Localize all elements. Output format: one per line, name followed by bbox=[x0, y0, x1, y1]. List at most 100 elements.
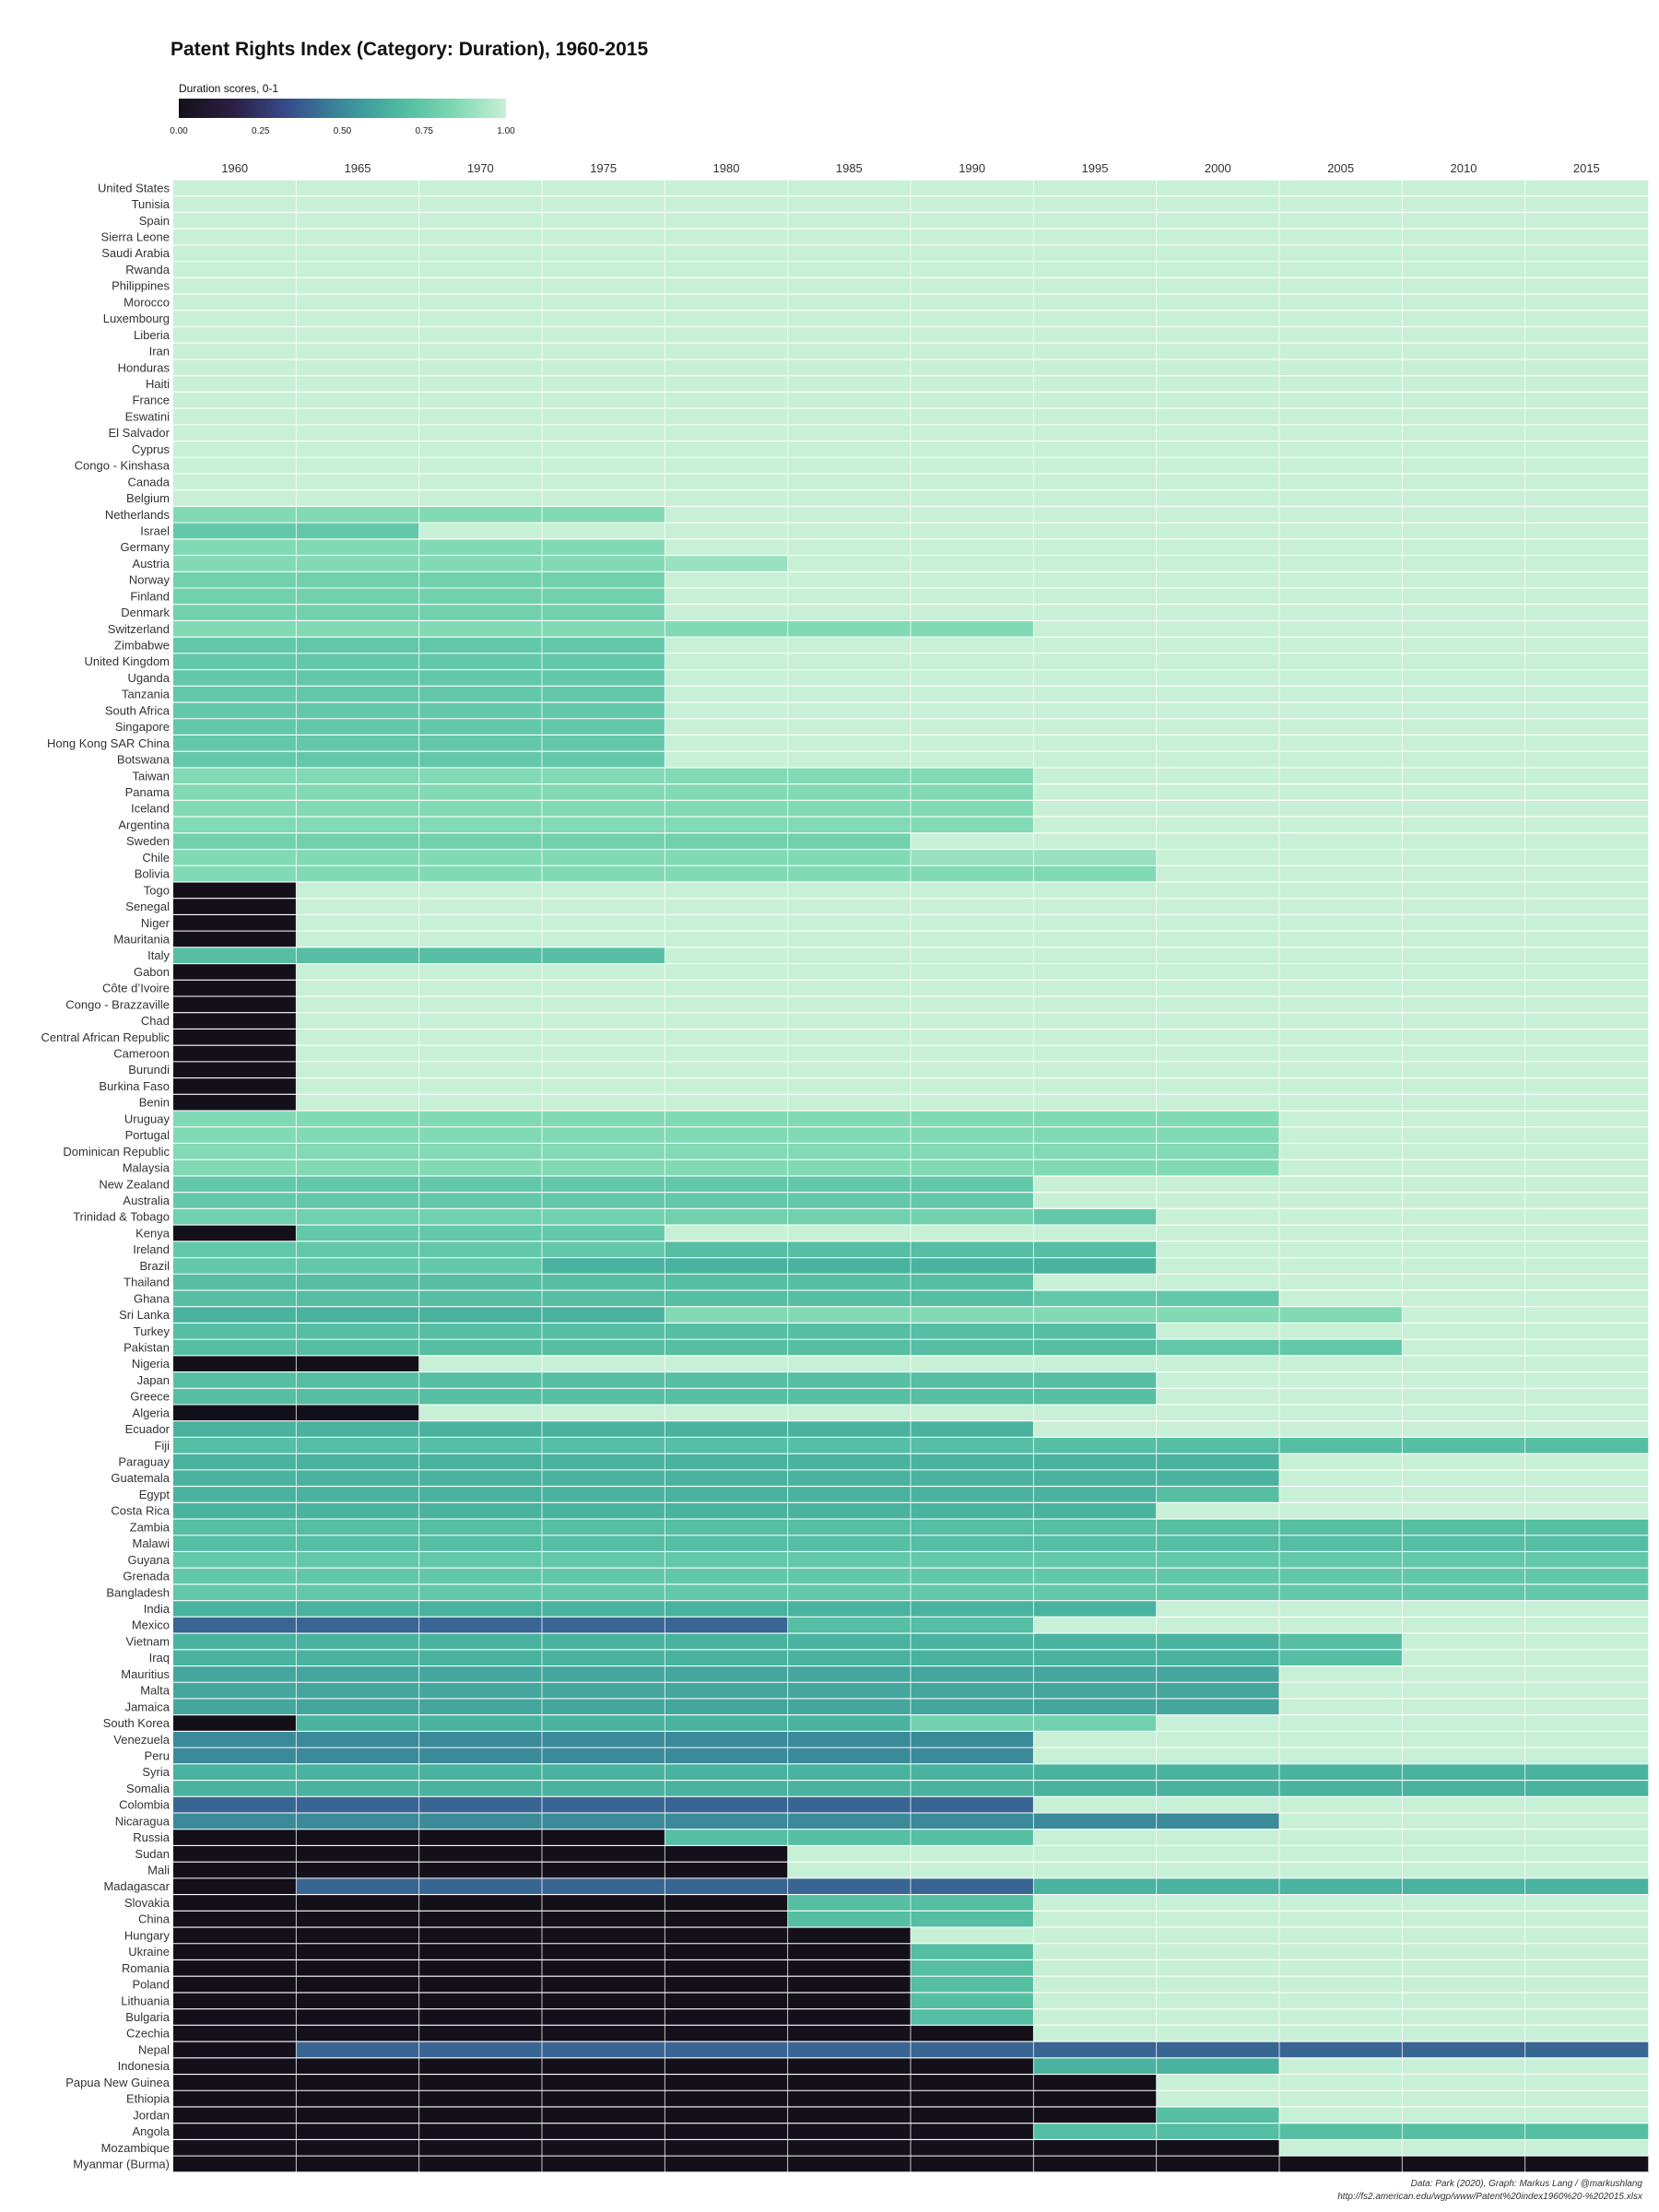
heatmap-cell bbox=[1156, 408, 1280, 426]
heatmap-cell bbox=[542, 1813, 665, 1830]
heatmap-cell bbox=[1524, 1420, 1649, 1438]
heatmap-cell bbox=[1402, 735, 1525, 752]
heatmap-cell bbox=[1524, 1649, 1649, 1666]
heatmap-cell bbox=[1156, 1437, 1280, 1454]
heatmap-cell bbox=[173, 441, 297, 458]
heatmap-cell bbox=[296, 1077, 419, 1095]
heatmap-cell bbox=[296, 881, 419, 899]
heatmap-cell bbox=[911, 2041, 1034, 2059]
heatmap-cell bbox=[787, 1780, 912, 1797]
y-tick-label: Senegal bbox=[125, 900, 170, 913]
heatmap-cell bbox=[1279, 1486, 1403, 1503]
heatmap-cell bbox=[1402, 457, 1525, 475]
heatmap-cell bbox=[787, 1649, 912, 1666]
heatmap-cell bbox=[1279, 1714, 1403, 1732]
heatmap-cell bbox=[296, 2139, 419, 2157]
heatmap-cell bbox=[1402, 538, 1525, 556]
heatmap-cell bbox=[787, 1126, 912, 1144]
heatmap-cell bbox=[1279, 1877, 1403, 1895]
heatmap-cell bbox=[173, 2041, 297, 2059]
heatmap-cell bbox=[1524, 2090, 1649, 2108]
heatmap-cell bbox=[787, 2156, 912, 2173]
heatmap-cell bbox=[1156, 996, 1280, 1014]
heatmap-cell bbox=[665, 1486, 788, 1503]
heatmap-cell bbox=[911, 261, 1034, 278]
heatmap-cell bbox=[1279, 2025, 1403, 2042]
heatmap-cell bbox=[1402, 800, 1525, 818]
heatmap-cell bbox=[542, 277, 665, 295]
y-tick-label: Poland bbox=[133, 1978, 170, 1992]
heatmap-cell bbox=[173, 1796, 297, 1814]
heatmap-cell bbox=[1033, 261, 1157, 278]
heatmap-cell bbox=[911, 375, 1034, 393]
heatmap-cell bbox=[1033, 1029, 1157, 1046]
heatmap-cell bbox=[1524, 244, 1649, 262]
x-tick-label: 1995 bbox=[1082, 161, 1109, 175]
heatmap-cell bbox=[173, 555, 297, 572]
heatmap-cell bbox=[296, 1257, 419, 1275]
heatmap-cell bbox=[542, 1257, 665, 1275]
y-tick-label: Gabon bbox=[134, 965, 170, 979]
heatmap-cell bbox=[296, 2123, 419, 2140]
heatmap-cell bbox=[296, 2025, 419, 2042]
heatmap-cell bbox=[1156, 767, 1280, 784]
heatmap-cell bbox=[1279, 195, 1403, 213]
y-tick-label: Guyana bbox=[127, 1553, 170, 1567]
x-tick-label: 1960 bbox=[221, 161, 248, 175]
heatmap-cell bbox=[542, 506, 665, 524]
heatmap-cell bbox=[1156, 2156, 1280, 2173]
heatmap-cell bbox=[418, 898, 543, 915]
heatmap-cell bbox=[787, 1012, 912, 1030]
heatmap-cell bbox=[1033, 1143, 1157, 1160]
heatmap-cell bbox=[418, 1257, 543, 1275]
heatmap-cell bbox=[1402, 849, 1525, 866]
legend-tick-label: 0.00 bbox=[170, 126, 188, 136]
heatmap-cell bbox=[296, 310, 419, 327]
heatmap-cell bbox=[1402, 1813, 1525, 1830]
heatmap-cell bbox=[1033, 2139, 1157, 2157]
heatmap-cell bbox=[296, 1535, 419, 1552]
heatmap-cell bbox=[1033, 1780, 1157, 1797]
heatmap-cell bbox=[173, 588, 297, 606]
heatmap-cell bbox=[665, 1617, 788, 1634]
heatmap-cell bbox=[418, 1469, 543, 1487]
heatmap-cell bbox=[418, 392, 543, 409]
heatmap-cell bbox=[787, 1519, 912, 1536]
heatmap-cell bbox=[665, 1992, 788, 2009]
heatmap-cell bbox=[542, 865, 665, 883]
heatmap-cell bbox=[1524, 604, 1649, 621]
heatmap-cell bbox=[1279, 408, 1403, 426]
heatmap-cell bbox=[1524, 2106, 1649, 2124]
y-tick-label: Argentina bbox=[118, 818, 170, 831]
heatmap-cell bbox=[1402, 180, 1525, 197]
heatmap-cell bbox=[787, 457, 912, 475]
heatmap-cell bbox=[173, 1323, 297, 1340]
heatmap-cell bbox=[665, 1519, 788, 1536]
heatmap-cell bbox=[418, 1911, 543, 1928]
heatmap-cell bbox=[542, 2074, 665, 2091]
heatmap-cell bbox=[1156, 538, 1280, 556]
x-tick-label: 2000 bbox=[1205, 161, 1231, 175]
heatmap-cell bbox=[911, 1094, 1034, 1112]
heatmap-cell bbox=[1033, 735, 1157, 752]
heatmap-cell bbox=[1402, 2139, 1525, 2157]
heatmap-cell bbox=[665, 898, 788, 915]
heatmap-cell bbox=[542, 1453, 665, 1471]
heatmap-cell bbox=[418, 1927, 543, 1945]
heatmap-cell bbox=[665, 523, 788, 540]
heatmap-cell bbox=[1033, 2008, 1157, 2026]
heatmap-cell bbox=[1156, 1355, 1280, 1372]
heatmap-cell bbox=[296, 914, 419, 932]
heatmap-cell bbox=[1524, 1486, 1649, 1503]
y-tick-label: Liberia bbox=[134, 328, 171, 342]
heatmap-cell bbox=[1279, 1274, 1403, 1291]
heatmap-cell bbox=[1156, 2106, 1280, 2124]
heatmap-cell bbox=[1033, 1829, 1157, 1846]
heatmap-cell bbox=[1033, 1976, 1157, 1994]
heatmap-cell bbox=[173, 1339, 297, 1357]
heatmap-cell bbox=[1524, 865, 1649, 883]
heatmap-cell bbox=[1033, 1665, 1157, 1683]
heatmap-cell bbox=[173, 718, 297, 735]
heatmap-cell bbox=[665, 261, 788, 278]
heatmap-cell bbox=[1279, 718, 1403, 735]
